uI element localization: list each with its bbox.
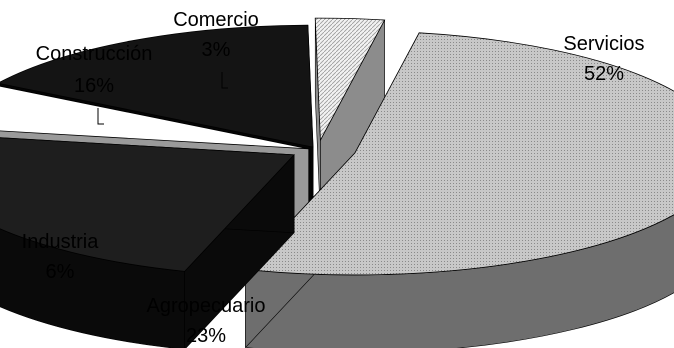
label-agropecuario: Agropecuario (147, 295, 266, 317)
value-label-servicios: 52% (584, 63, 624, 85)
value-label-agropecuario: 23% (186, 325, 226, 347)
slice-labels: Servicios 52% Agropecuario 23% Industria 6% Co… (22, 9, 645, 347)
slice-top (314, 17, 386, 142)
pie-slices (0, 17, 674, 348)
slice-top (0, 24, 314, 148)
value-label-construccion: 16% (74, 75, 114, 97)
value-label-comercio: 3% (202, 39, 231, 61)
label-servicios: Servicios (563, 33, 644, 55)
slice-servicios (244, 32, 674, 348)
label-industria: Industria (22, 231, 100, 253)
label-construccion: Construcción (36, 43, 153, 65)
leader-lines (97, 72, 228, 125)
slice-comercio (314, 17, 386, 219)
leader-line-comercio (221, 72, 228, 89)
slice-top (0, 85, 309, 150)
slice-agropecuario (0, 137, 295, 348)
slice-top (0, 137, 295, 272)
value-label-industria: 6% (46, 261, 75, 283)
leader-line-construccion (97, 108, 104, 125)
label-comercio: Comercio (173, 9, 259, 31)
slice-top (244, 32, 674, 276)
